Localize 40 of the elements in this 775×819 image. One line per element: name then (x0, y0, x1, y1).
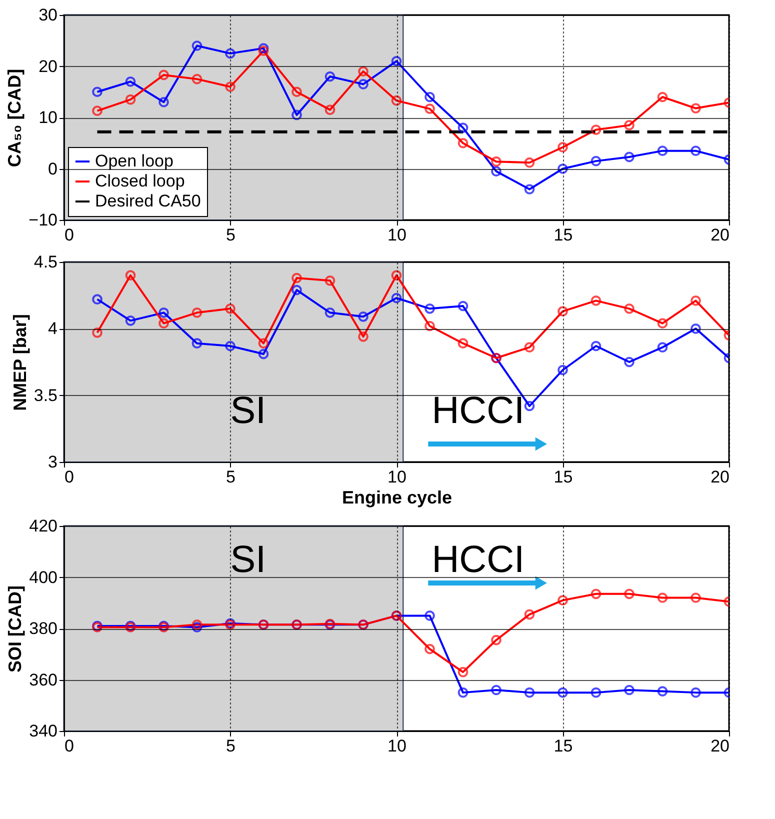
x-tick-label: 0 (64, 468, 74, 486)
y-tick-label: 3.5 (34, 386, 58, 405)
x-tick-label: 0 (64, 736, 74, 756)
y-tick-label: 4.5 (34, 252, 58, 272)
x-tick-label: 15 (554, 736, 573, 756)
x-tick-label: 10 (388, 736, 406, 756)
y-axis-title: NMEP [bar] (10, 314, 30, 411)
y-tick-label: 340 (29, 722, 58, 740)
y-tick-label: 360 (29, 670, 58, 690)
x-tick-label: 20 (710, 468, 730, 486)
annotation: SI (230, 390, 266, 432)
x-tick-label: 5 (226, 226, 236, 244)
x-tick-label: 5 (226, 468, 236, 486)
y-tick-label: 400 (29, 568, 58, 587)
legend-label: Closed loop (95, 172, 185, 190)
y-tick-label: 30 (38, 6, 58, 24)
legend-label: Open loop (95, 152, 174, 170)
y-tick-label: −10 (28, 210, 58, 230)
x-tick-label: 15 (554, 226, 573, 244)
x-tick-label: 10 (388, 468, 406, 486)
annotation: SI (230, 539, 266, 581)
y-tick-label: 20 (38, 56, 58, 76)
x-tick-label: 20 (710, 226, 730, 244)
y-axis-title: SOI [CAD] (5, 586, 26, 672)
y-tick-label: 420 (29, 516, 58, 536)
y-axis-title: CA₅₀ [CAD] (4, 68, 25, 168)
annotation: HCCI (432, 390, 525, 432)
x-tick-label: 0 (64, 226, 74, 244)
y-tick-label: 4 (48, 319, 58, 338)
x-tick-label: 20 (710, 736, 730, 756)
x-tick-label: 15 (554, 468, 573, 486)
annotation: HCCI (432, 539, 525, 581)
x-axis-title: Engine cycle (342, 488, 452, 508)
y-tick-label: 0 (48, 159, 58, 178)
y-tick-label: 10 (38, 108, 58, 127)
y-tick-label: 380 (29, 619, 58, 638)
x-tick-label: 5 (226, 736, 236, 756)
x-tick-label: 10 (388, 226, 406, 244)
y-tick-label: 3 (48, 452, 58, 472)
legend-label: Desired CA50 (95, 192, 201, 210)
